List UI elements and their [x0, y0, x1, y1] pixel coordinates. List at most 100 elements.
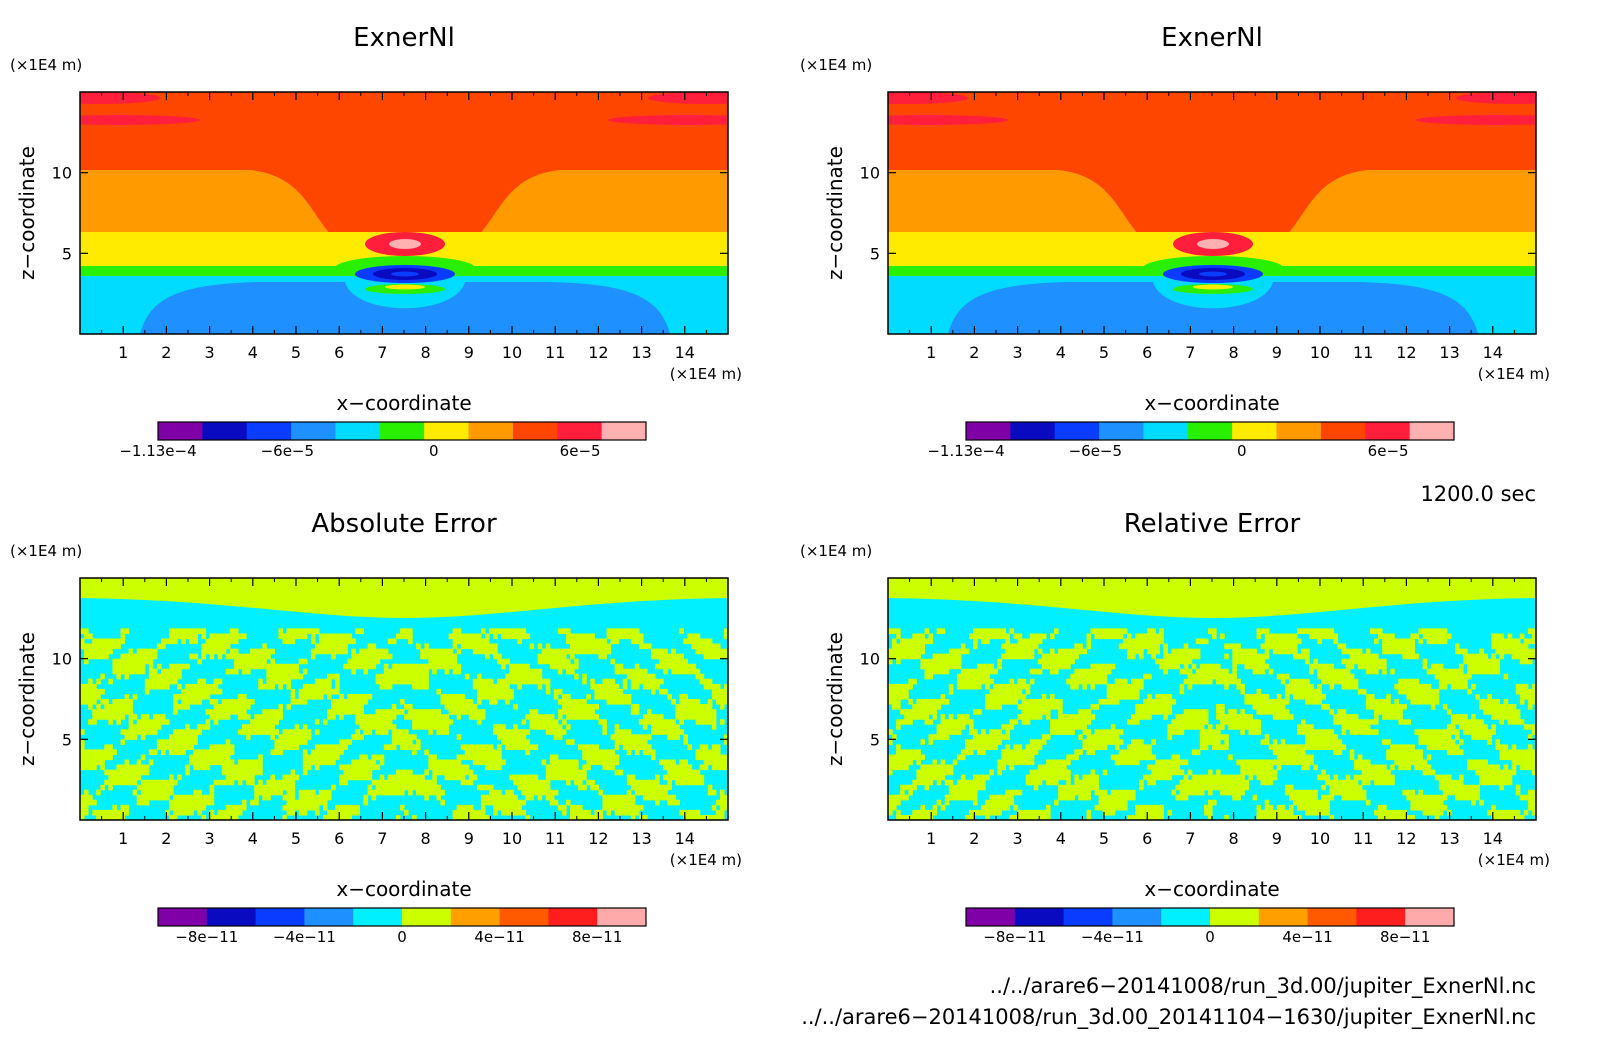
colorbar-swatch — [255, 908, 305, 926]
x-tick-label: 2 — [161, 829, 171, 848]
y-tick-label: 5 — [870, 244, 880, 263]
x-tick-label: 2 — [161, 343, 171, 362]
x-tick-label: 1 — [926, 829, 936, 848]
colorbar-swatch — [1232, 422, 1278, 440]
x-tick-label: 4 — [1056, 829, 1066, 848]
x-tick-label: 9 — [1272, 343, 1282, 362]
x-tick-label: 9 — [1272, 829, 1282, 848]
colorbar-swatch — [1307, 908, 1357, 926]
y-tick-label: 10 — [860, 650, 880, 669]
colorbar-frame — [157, 907, 647, 927]
colorbar-swatch — [202, 422, 248, 440]
x-tick-label: 12 — [588, 343, 608, 362]
x-tick-label: 12 — [1396, 343, 1416, 362]
contour-band — [1197, 239, 1229, 249]
colorbar-swatch — [1187, 422, 1233, 440]
colorbar-label: −8e−11 — [175, 928, 238, 946]
colorbar: −1.13e−4 −6e−5 0 6e−5 — [927, 421, 1455, 460]
x-tick-label: 5 — [291, 829, 301, 848]
y-tick-label: 10 — [52, 650, 72, 669]
x-tick-label: 7 — [377, 343, 387, 362]
x-tick-label: 14 — [675, 829, 695, 848]
x-tick-label: 3 — [205, 829, 215, 848]
colorbar-swatch — [1014, 908, 1065, 926]
x-tick-label: 4 — [248, 829, 258, 848]
x-tick-label: 9 — [464, 343, 474, 362]
x-axis-label: x−coordinate — [1144, 877, 1279, 901]
x-tick-label: 10 — [502, 829, 522, 848]
colorbar-swatch — [1063, 908, 1113, 926]
contour-band — [391, 271, 419, 277]
contour-band — [1058, 170, 1368, 250]
x-tick-label: 7 — [1185, 343, 1195, 362]
y-tick-label: 5 — [870, 730, 880, 749]
x-tick-label: 14 — [675, 343, 695, 362]
x-tick-label: 7 — [1185, 829, 1195, 848]
colorbar-swatch — [966, 908, 1016, 926]
x-tick-label: 8 — [1229, 829, 1239, 848]
colorbar-swatch — [1210, 908, 1260, 926]
colorbar-swatch — [1143, 422, 1189, 440]
colorbar-label: −1.13e−4 — [927, 442, 1004, 460]
x-tick-label: 8 — [421, 343, 431, 362]
colorbar-label: 8e−11 — [1380, 928, 1430, 946]
contour-band — [608, 115, 728, 125]
colorbar-swatch — [1258, 908, 1309, 926]
panel-0: ExnerNl (×1E4 m) 1 2 3 4 5 6 7 8 9 10 11 12 13 14510 … — [10, 23, 742, 460]
y-axis-label: z−coordinate — [15, 146, 39, 280]
colorbar-swatch — [557, 422, 603, 440]
x-tick-label: 1 — [118, 829, 128, 848]
colorbar-label: 0 — [397, 928, 407, 946]
x-tick-label: 4 — [248, 343, 258, 362]
contour-band — [888, 92, 1536, 112]
colorbar-swatch — [597, 908, 647, 926]
z-unit-label: (×1E4 m) — [10, 542, 82, 560]
x-tick-label: 11 — [1353, 829, 1373, 848]
colorbar-swatch — [1276, 422, 1322, 440]
contour-band — [80, 92, 160, 104]
x-tick-label: 11 — [1353, 343, 1373, 362]
contour-band — [1193, 284, 1233, 290]
y-tick-label: 5 — [62, 244, 72, 263]
colorbar-label: −6e−5 — [261, 442, 314, 460]
x-axis-label: x−coordinate — [1144, 391, 1279, 415]
contour-band — [80, 115, 200, 125]
colorbar-swatch — [1112, 908, 1162, 926]
colorbar-label: 0 — [429, 442, 439, 460]
x-tick-label: 8 — [421, 829, 431, 848]
contour-band — [888, 578, 1536, 618]
z-unit-label: (×1E4 m) — [10, 56, 82, 74]
colorbar-swatch — [1405, 908, 1455, 926]
colorbar-swatch — [1099, 422, 1144, 440]
contour-field — [888, 92, 1536, 334]
x-tick-label: 12 — [1396, 829, 1416, 848]
time-label: 1200.0 sec — [1420, 482, 1536, 506]
colorbar-swatch — [512, 422, 558, 440]
colorbar: −8e−11 −4e−11 0 4e−11 8e−11 — [965, 907, 1455, 946]
colorbar-label: 0 — [1237, 442, 1247, 460]
colorbar-swatch — [1161, 908, 1211, 926]
x-unit-label: (×1E4 m) — [670, 851, 742, 869]
x-tick-label: 8 — [1229, 343, 1239, 362]
x-tick-label: 12 — [588, 829, 608, 848]
y-axis-label: z−coordinate — [15, 632, 39, 766]
contour-band — [648, 92, 728, 104]
x-tick-label: 13 — [1439, 829, 1459, 848]
colorbar-swatch — [601, 422, 647, 440]
colorbar-swatch — [1365, 422, 1411, 440]
x-unit-label: (×1E4 m) — [1478, 851, 1550, 869]
colorbar-swatch — [304, 908, 354, 926]
x-tick-label: 5 — [1099, 829, 1109, 848]
y-tick-label: 10 — [860, 164, 880, 183]
file-path-2: ../../arare6−20141008/run_3d.00_20141104… — [801, 1005, 1536, 1030]
colorbar-swatch — [158, 422, 203, 440]
colorbar-label: −4e−11 — [1081, 928, 1144, 946]
colorbar-swatch — [246, 422, 292, 440]
colorbar-swatch — [966, 422, 1011, 440]
contour-band — [1199, 271, 1227, 277]
x-tick-label: 1 — [118, 343, 128, 362]
x-tick-label: 10 — [502, 343, 522, 362]
colorbar-label: 6e−5 — [560, 442, 601, 460]
